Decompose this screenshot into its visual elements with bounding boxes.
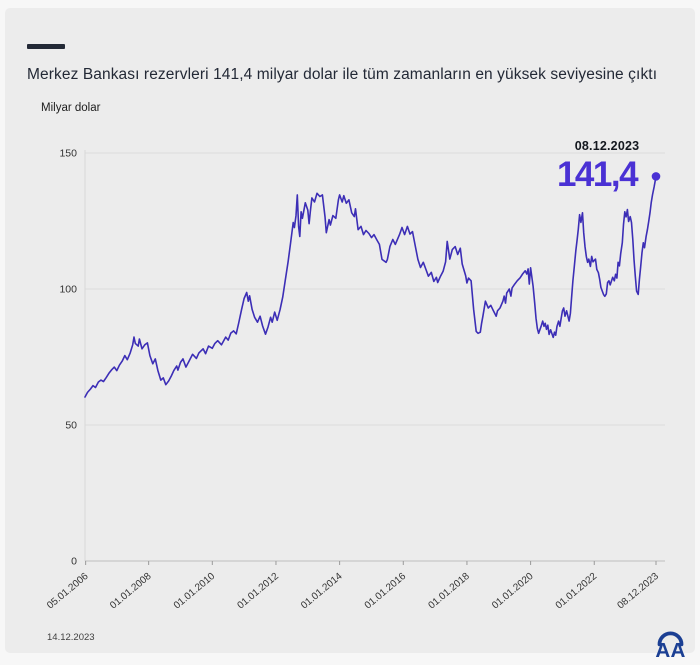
svg-text:01.01.2016: 01.01.2016 [363,571,409,612]
svg-text:01.01.2022: 01.01.2022 [554,571,600,612]
grid [85,152,665,426]
logo-letter-a1: A [655,639,670,660]
anadolu-agency-logo: A A [655,631,686,660]
peak-value-label: 141,4 [556,155,639,194]
svg-text:150: 150 [59,148,77,160]
logo-arc [657,631,684,647]
accent-dash [27,44,65,49]
svg-text:100: 100 [59,284,77,296]
svg-text:01.01.2018: 01.01.2018 [426,571,472,612]
infographic-card: Merkez Bankası rezervleri 141,4 milyar d… [5,8,695,660]
svg-text:01.01.2014: 01.01.2014 [299,571,345,612]
end-point-dot [651,172,661,181]
svg-text:50: 50 [65,420,77,432]
peak-date-label: 08.12.2023 [574,139,640,153]
svg-text:01.01.2020: 01.01.2020 [490,571,536,612]
y-axis-labels: 0 50 100 150 [59,148,77,568]
x-axis-labels: 05.01.2006 01.01.2008 01.01.2010 01.01.2012… [45,561,661,611]
svg-text:05.01.2006: 05.01.2006 [45,571,91,612]
axes [84,150,665,562]
publication-date: 14.12.2023 [47,632,95,643]
svg-text:01.01.2008: 01.01.2008 [108,571,154,612]
svg-text:01.01.2010: 01.01.2010 [172,571,218,612]
reserves-series [84,172,661,398]
svg-text:0: 0 [71,556,77,568]
svg-text:01.01.2012: 01.01.2012 [235,571,281,612]
y-axis-title: Milyar dolar [41,102,101,114]
logo-letter-a2: A [671,639,686,660]
svg-text:08.12.2023: 08.12.2023 [616,571,662,612]
page-title: Merkez Bankası rezervleri 141,4 milyar d… [27,66,658,83]
